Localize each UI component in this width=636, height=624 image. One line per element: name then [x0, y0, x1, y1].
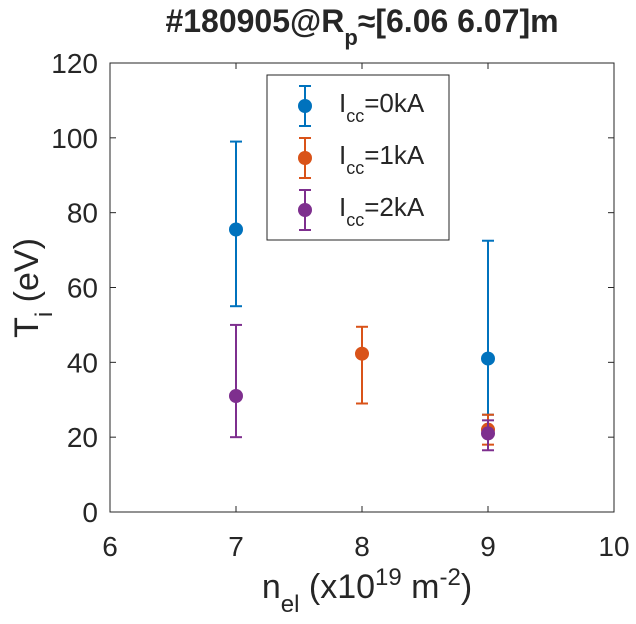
point	[229, 389, 243, 404]
legend-label-part: cc	[346, 158, 364, 178]
legend-dot	[298, 99, 312, 113]
legend-label-part: I	[339, 192, 346, 222]
y-axis-label-part: (eV)	[8, 238, 46, 312]
legend-label: Icc=0kA	[339, 88, 425, 126]
x-tick-label: 7	[228, 531, 244, 562]
y-axis-label-part: T	[8, 317, 46, 338]
x-axis-label-part: n	[262, 568, 281, 606]
legend-label-part: cc	[346, 106, 364, 126]
legend-label-part: cc	[346, 210, 364, 230]
y-tick-label: 80	[67, 198, 98, 229]
x-tick-label: 9	[480, 531, 496, 562]
legend-dot	[298, 151, 312, 165]
y-tick-label: 120	[51, 48, 98, 79]
x-axis-label-part: (x10	[299, 568, 375, 606]
x-axis-label: nel (x1019 m-2)	[262, 564, 472, 618]
legend-label: Icc=2kA	[339, 192, 425, 230]
y-tick-label: 100	[51, 123, 98, 154]
legend-dot	[298, 203, 312, 217]
point	[481, 351, 495, 366]
y-tick-label: 60	[67, 273, 98, 304]
chart-title-part: p	[344, 25, 357, 50]
point	[481, 426, 495, 441]
x-axis-label-part: -2	[440, 564, 461, 591]
y-tick-label: 0	[82, 497, 98, 528]
error-bar	[356, 325, 368, 405]
legend-label-part: =2kA	[364, 192, 425, 222]
x-axis-label-part: el	[281, 591, 300, 618]
legend-label-part: I	[339, 88, 346, 118]
chart-title-part: #180905@R	[165, 3, 344, 39]
point	[355, 346, 369, 361]
legend-label-part: =1kA	[364, 140, 425, 170]
x-axis-label-part: )	[461, 568, 472, 606]
legend-label: Icc=1kA	[339, 140, 425, 178]
y-tick-label: 20	[67, 422, 98, 453]
legend-label-part: I	[339, 140, 346, 170]
chart-title: #180905@Rp≈[6.06 6.07]m	[165, 3, 558, 50]
x-tick-label: 8	[354, 531, 370, 562]
error-bar	[230, 323, 242, 439]
y-axis-label-part: i	[31, 312, 58, 317]
y-tick-label: 40	[67, 347, 98, 378]
point	[229, 222, 243, 237]
legend-box	[266, 74, 450, 241]
legend-label-part: =0kA	[364, 88, 425, 118]
y-axis-label: Ti (eV)	[8, 238, 58, 338]
x-tick-label: 10	[598, 531, 629, 562]
x-axis-label-part: 19	[375, 564, 402, 591]
x-tick-label: 6	[102, 531, 118, 562]
chart-title-part: ≈[6.06 6.07]m	[358, 3, 559, 39]
x-axis-label-part: m	[402, 568, 440, 606]
